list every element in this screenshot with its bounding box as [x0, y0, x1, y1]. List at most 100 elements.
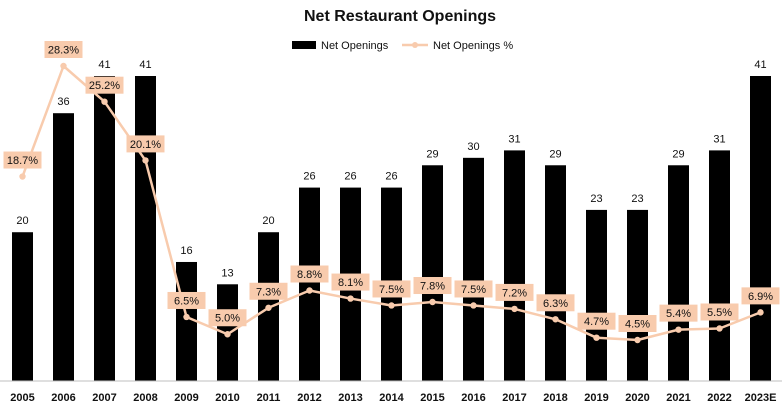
pct-label-2005: 18.7% [3, 151, 42, 169]
pct-label-2020: 4.5% [618, 315, 657, 332]
pct-label-box [700, 303, 739, 321]
pct-label-2023E: 6.9% [741, 287, 780, 305]
pct-label-text: 8.8% [297, 269, 322, 281]
pct-label-2011: 7.3% [249, 282, 288, 300]
pct-label-text: 5.0% [215, 313, 240, 325]
bar-2020 [627, 209, 648, 381]
bar-2015 [422, 165, 443, 381]
x-tick-label: 2010 [215, 392, 239, 404]
bar-value-label: 36 [57, 96, 69, 108]
pct-label-box [44, 41, 83, 58]
bar-value-label: 26 [344, 171, 356, 183]
pct-label-2010: 5.0% [208, 309, 247, 327]
bar-value-label: 20 [262, 215, 274, 227]
pct-label-2022: 5.5% [700, 303, 739, 321]
line-point-2022 [716, 325, 723, 332]
line-point-2006 [60, 62, 67, 70]
line-point-2015 [429, 298, 436, 306]
x-tick-label: 2014 [379, 392, 404, 404]
line-point-2011 [265, 304, 272, 311]
x-tick-label: 2018 [543, 392, 567, 404]
legend-bar-label: Net Openings [321, 40, 389, 52]
line-point-2007 [101, 98, 108, 105]
line-point-2021 [675, 326, 682, 333]
line-point-2017 [511, 305, 518, 313]
line-series [19, 62, 764, 344]
x-tick-label: 2011 [257, 392, 281, 404]
bar-value-label: 29 [549, 148, 561, 160]
pct-label-2013: 8.1% [331, 273, 370, 291]
line-point-2014 [388, 302, 395, 309]
pct-label-text: 28.3% [48, 45, 79, 57]
x-tick-label: 2020 [625, 392, 649, 404]
line-point-2009 [183, 313, 190, 321]
line-point-2020 [634, 336, 641, 344]
legend-line-marker [412, 42, 418, 48]
pct-label-text: 7.2% [502, 287, 527, 299]
pct-label-text: 20.1% [130, 139, 161, 151]
pct-label-2006: 28.3% [44, 41, 83, 58]
pct-label-box [249, 282, 288, 300]
pct-label-2014: 7.5% [372, 280, 411, 298]
bar-value-label: 31 [508, 133, 520, 145]
pct-label-box [577, 312, 616, 330]
pct-label-box [126, 135, 165, 153]
pct-label-box [290, 265, 329, 283]
bar-value-label: 29 [426, 148, 438, 160]
x-axis-tick-labels: 2005 2006 2007 2008 2009 2010 2011 2012 2013 2014… [10, 392, 776, 404]
x-tick-label: 2016 [461, 392, 485, 404]
pct-label-box [3, 151, 42, 169]
pct-label-text: 6.5% [174, 295, 199, 307]
bar-2005 [12, 232, 33, 381]
bar-value-label: 26 [385, 171, 397, 183]
line-point-2008 [142, 157, 149, 164]
pct-label-text: 6.9% [748, 291, 773, 303]
pct-label-box [618, 315, 657, 332]
x-tick-label: 2017 [502, 392, 526, 404]
bar-2019 [586, 209, 607, 381]
bar-2023E [750, 76, 771, 381]
pct-label-box [495, 283, 534, 301]
pct-label-box [659, 304, 698, 322]
x-tick-label: 2015 [420, 392, 444, 404]
line-point-2016 [470, 302, 477, 309]
line-point-2019 [593, 334, 600, 341]
x-tick-label: 2007 [92, 392, 116, 404]
x-tick-label: 2012 [297, 392, 321, 404]
line-point-2013 [347, 295, 354, 302]
pct-label-text: 7.3% [256, 286, 281, 298]
x-tick-label: 2009 [174, 392, 198, 404]
line-point-2010 [224, 331, 231, 338]
bar-value-label: 41 [754, 59, 766, 71]
pct-label-box [413, 277, 452, 295]
pct-label-2018: 6.3% [536, 294, 575, 312]
chart-title: Net Restaurant Openings [304, 8, 496, 25]
pct-label-2016: 7.5% [454, 280, 493, 298]
bar-value-label: 13 [221, 267, 233, 279]
pct-label-2015: 7.8% [413, 277, 452, 295]
line-point-2023E [757, 309, 764, 316]
pct-label-box [536, 294, 575, 312]
pct-label-box [741, 287, 780, 305]
line-point-2005 [19, 173, 26, 180]
x-tick-label: 2005 [10, 392, 34, 404]
pct-label-text: 8.1% [338, 277, 363, 289]
x-tick-label: 2019 [584, 392, 608, 404]
pct-label-text: 5.4% [666, 308, 691, 320]
line-point-2018 [552, 316, 559, 323]
pct-label-2017: 7.2% [495, 283, 534, 301]
line-value-labels: 18.7% 28.3% 25.2% 20.1% 6.5% 5.0% 7.3% 8.8% 8.1%… [3, 41, 780, 332]
pct-label-2009: 6.5% [167, 291, 206, 309]
pct-label-box [208, 309, 247, 327]
pct-label-box [372, 280, 411, 298]
bar-value-labels: 20 36 41 41 16 13 20 26 26 26 29 30 31 29 23 23 29 31 41 [16, 59, 766, 279]
pct-label-2012: 8.8% [290, 265, 329, 283]
pct-label-2021: 5.4% [659, 304, 698, 322]
pct-label-2008: 20.1% [126, 135, 165, 153]
bar-2021 [668, 165, 689, 381]
pct-label-text: 7.5% [461, 284, 486, 296]
bar-2022 [709, 150, 730, 381]
pct-label-text: 6.3% [543, 298, 568, 310]
bar-value-label: 16 [180, 245, 192, 257]
